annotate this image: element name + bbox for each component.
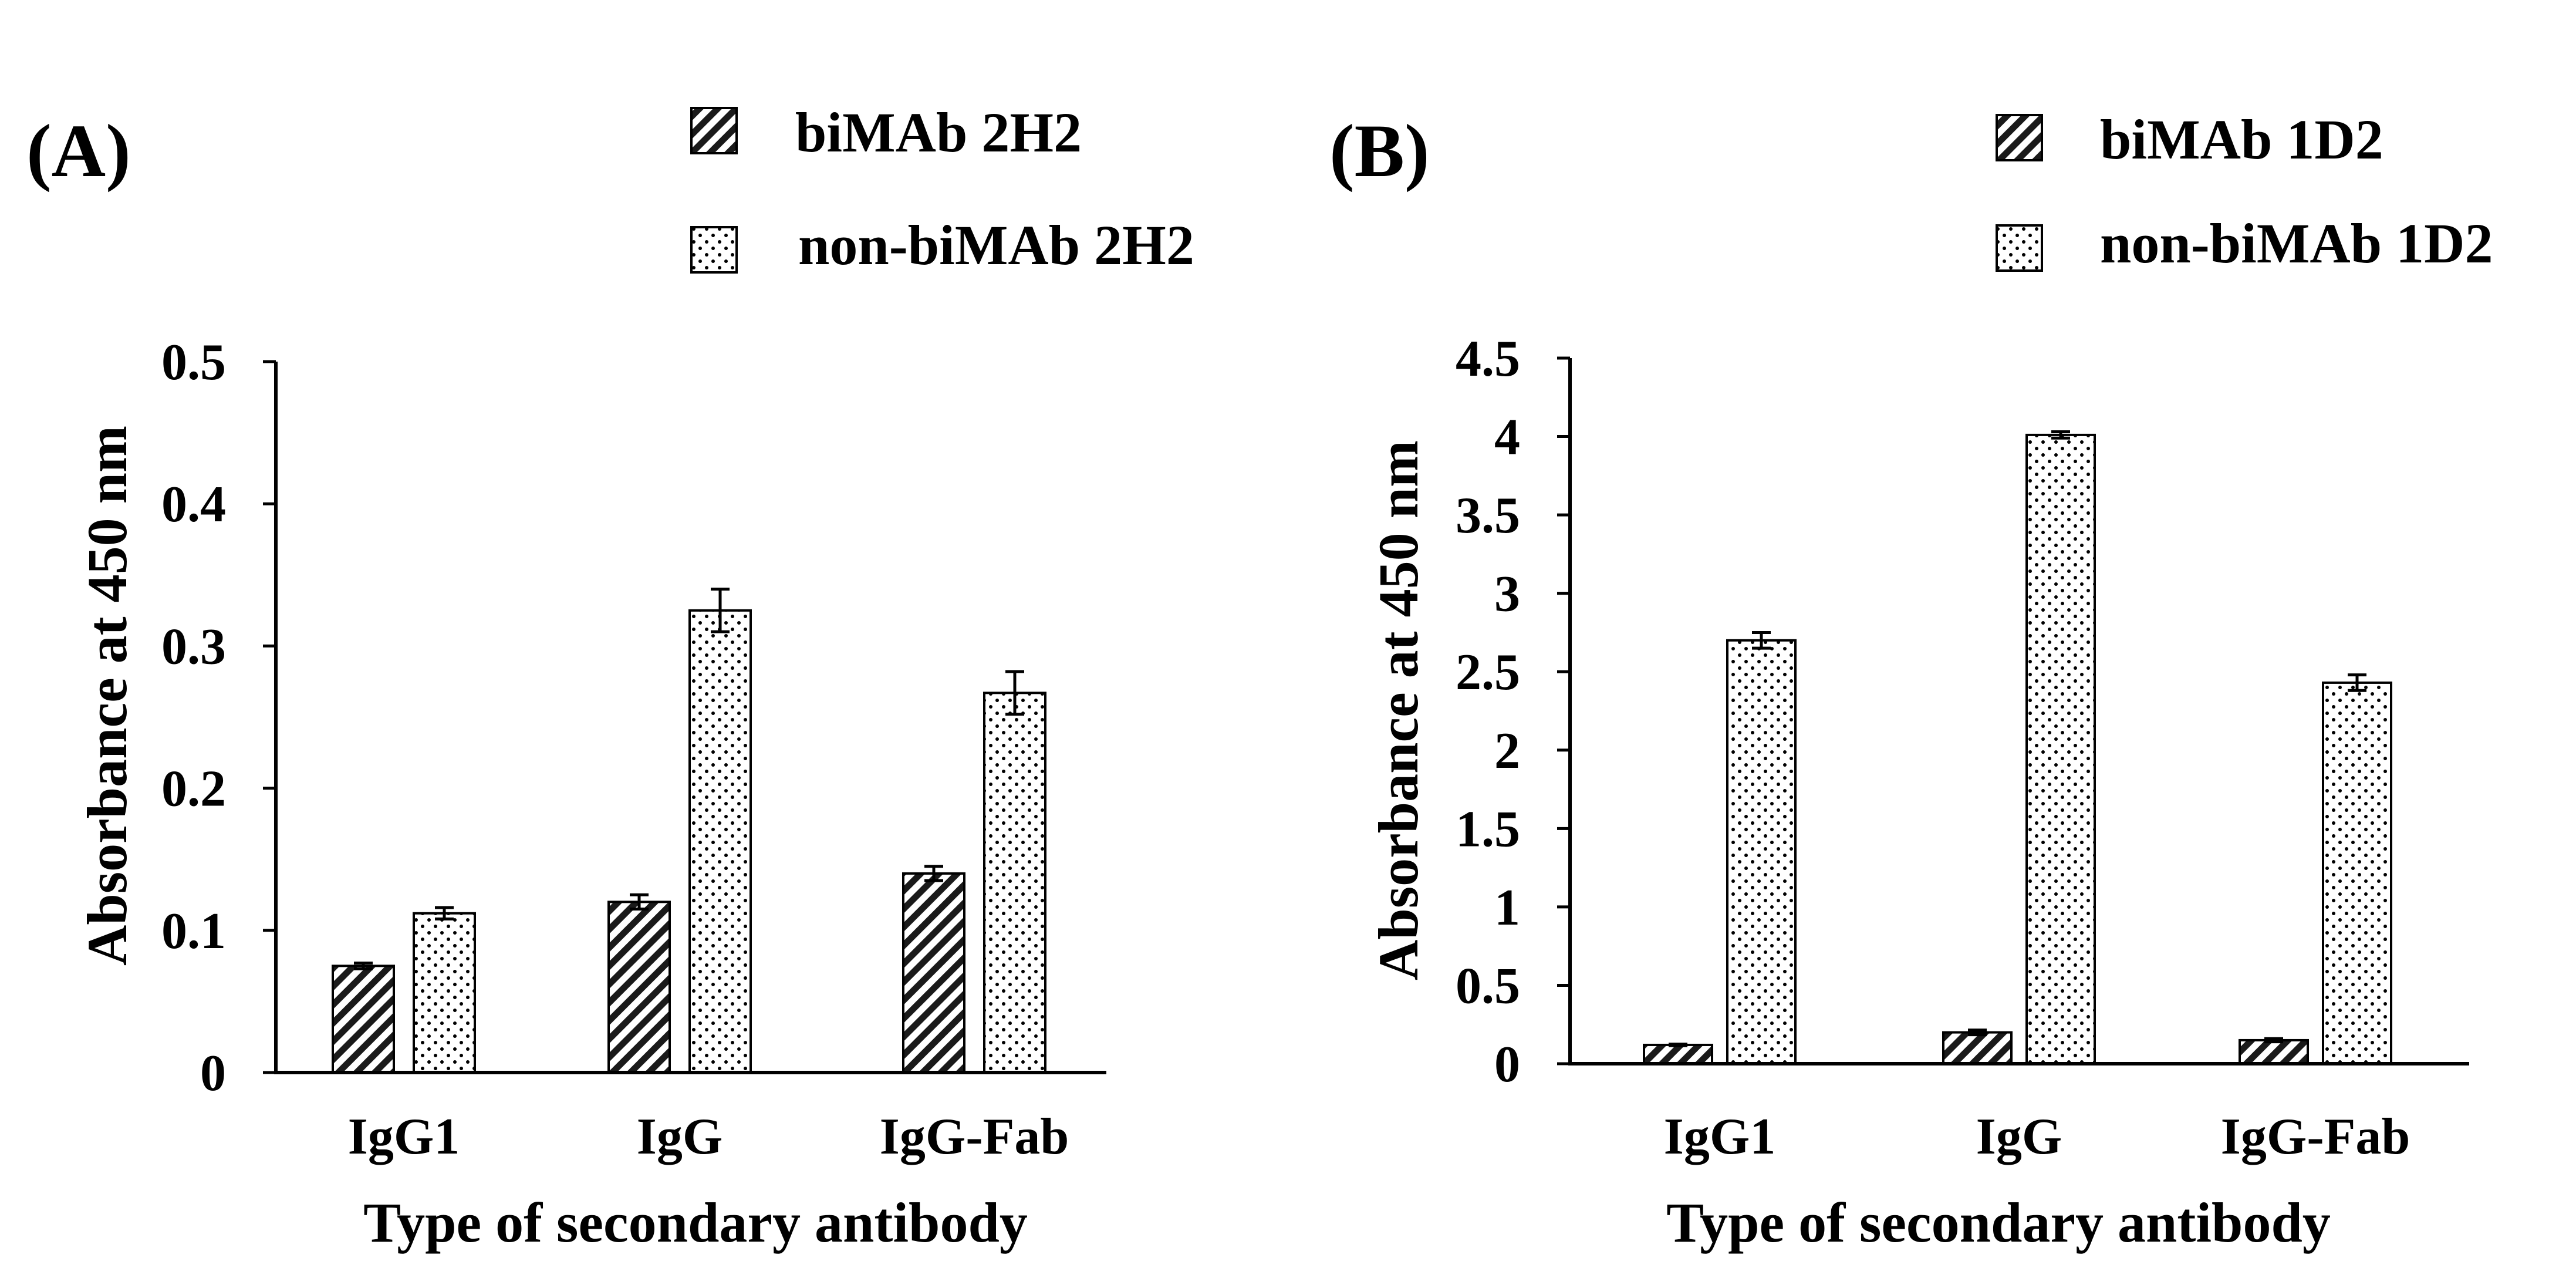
- x-axis-label: Type of secondary antibody: [363, 1191, 1028, 1254]
- x-tick-label: IgG1: [1664, 1108, 1776, 1165]
- legend-label-non-biMAb-1D2: non-biMAb 1D2: [2100, 212, 2493, 275]
- bar: [2239, 1038, 2309, 1065]
- bar: [688, 609, 752, 1074]
- panel-a: (A) biMAb 2H2 non-biMAb 2H2 Absorbance a…: [26, 101, 1194, 1254]
- x-tick-label: IgG: [1976, 1108, 2062, 1165]
- x-ticks: IgG1 IgG IgG-Fab: [1664, 1108, 2410, 1165]
- panel-label: (A): [26, 109, 131, 193]
- legend-swatch-non-biMAb-1D2: [1996, 224, 2043, 272]
- y-tick-label: 1.5: [1456, 801, 1520, 858]
- y-tick-label: 2: [1494, 723, 1520, 780]
- x-tick-label: IgG1: [348, 1108, 460, 1165]
- bar: [2025, 433, 2096, 1065]
- y-tick-label: 4: [1494, 409, 1520, 466]
- y-tick-label: 0.2: [161, 761, 226, 818]
- bar: [1942, 1031, 2013, 1065]
- bar: [332, 965, 395, 1074]
- y-tick-label: 0.1: [161, 903, 226, 960]
- panel-label: (B): [1329, 109, 1430, 193]
- bar: [607, 901, 671, 1074]
- y-tick-label: 0.5: [161, 334, 226, 391]
- bar: [1726, 639, 1797, 1065]
- bar: [2322, 681, 2392, 1065]
- bar: [983, 692, 1046, 1074]
- legend-label-biMAb-2H2: biMAb 2H2: [795, 101, 1082, 164]
- x-tick-label: IgG-Fab: [2221, 1108, 2410, 1165]
- y-tick-label: 2.5: [1456, 644, 1520, 701]
- y-tick-label: 0: [1494, 1036, 1520, 1093]
- y-axis-label: Absorbance at 450 nm: [76, 426, 139, 966]
- x-ticks: IgG1 IgG IgG-Fab: [348, 1108, 1069, 1165]
- legend: biMAb 1D2 non-biMAb 1D2: [1996, 108, 2493, 275]
- y-tick-label: 3: [1494, 566, 1520, 623]
- legend: biMAb 2H2 non-biMAb 2H2: [690, 101, 1194, 276]
- x-tick-label: IgG: [637, 1108, 723, 1165]
- panel-b: (B) biMAb 1D2 non-biMAb 1D2 Absorbance a…: [1329, 108, 2493, 1254]
- bar: [413, 912, 476, 1074]
- error-bars: [354, 588, 1024, 970]
- legend-swatch-non-biMAb-2H2: [690, 226, 738, 274]
- y-tick-label: 0: [200, 1045, 226, 1102]
- legend-label-non-biMAb-2H2: non-biMAb 2H2: [798, 214, 1194, 276]
- bars: [332, 609, 1046, 1074]
- legend-label-biMAb-1D2: biMAb 1D2: [2100, 108, 2383, 171]
- y-tick-label: 0.4: [161, 476, 226, 533]
- bar: [902, 872, 965, 1074]
- bar: [1643, 1043, 1713, 1065]
- y-tick-label: 3.5: [1456, 487, 1520, 544]
- y-tick-label: 0.5: [1456, 957, 1520, 1014]
- y-axis-label: Absorbance at 450 nm: [1367, 440, 1430, 980]
- y-tick-label: 0.3: [161, 618, 226, 675]
- y-tick-label: 1: [1494, 879, 1520, 936]
- bars: [1643, 433, 2392, 1065]
- y-ticks: 0 0.5 1 1.5 2 2.5 3 3.5 4 4.5: [1456, 331, 1570, 1093]
- y-ticks: 0 0.1 0.2 0.3 0.4 0.5: [161, 334, 276, 1102]
- x-axis-label: Type of secondary antibody: [1666, 1191, 2331, 1254]
- error-bars: [1669, 430, 2366, 1047]
- legend-swatch-biMAb-2H2: [690, 107, 738, 154]
- x-tick-label: IgG-Fab: [880, 1108, 1069, 1165]
- y-tick-label: 4.5: [1456, 331, 1520, 387]
- legend-swatch-biMAb-1D2: [1996, 114, 2043, 161]
